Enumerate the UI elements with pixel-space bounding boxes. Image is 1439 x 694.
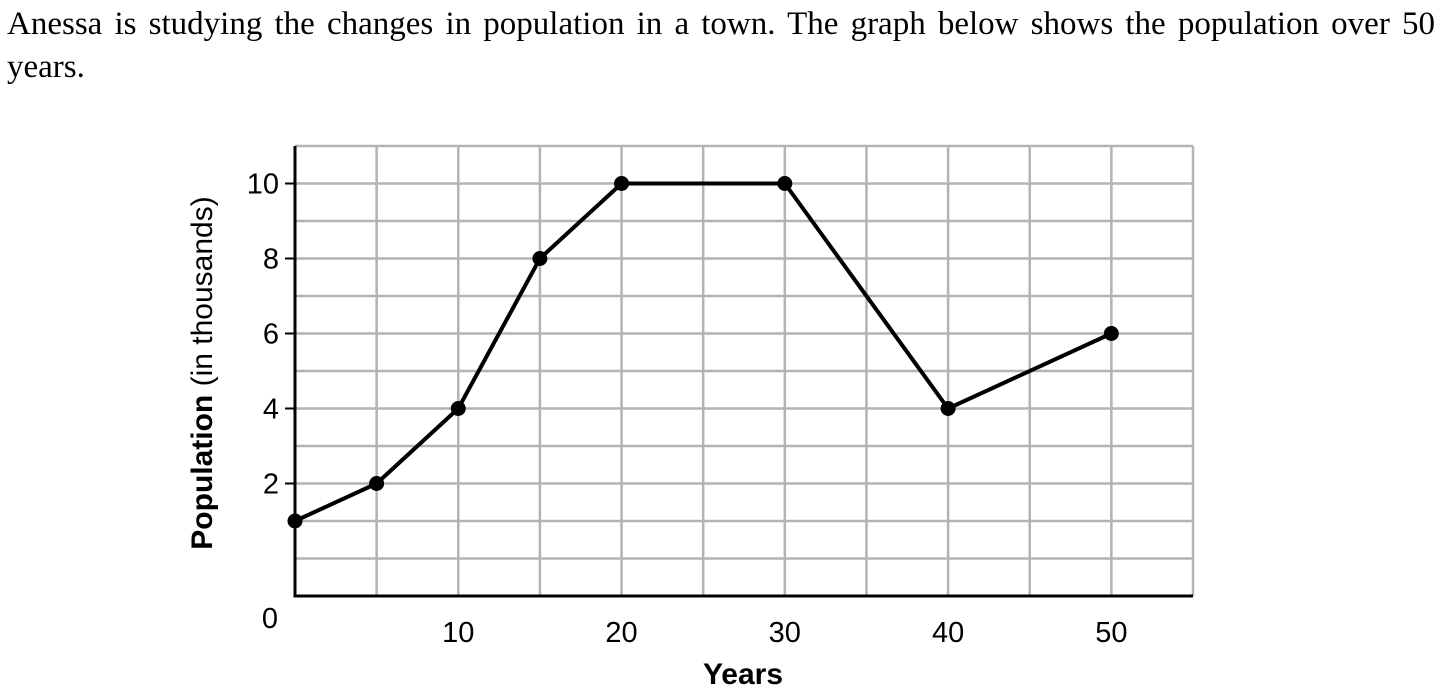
chart-grid [295, 144, 1195, 596]
y-axis-title: Population (in thousands) [186, 196, 219, 549]
y-axis-title-unit: (in thousands) [186, 196, 219, 394]
x-tick-label: 20 [605, 617, 637, 649]
y-tick-label: 4 [263, 394, 279, 426]
x-tick-label: 40 [932, 617, 964, 649]
data-point [777, 176, 793, 191]
y-axis-title-main: Population [186, 395, 219, 550]
y-tick-label: 8 [263, 244, 279, 276]
data-point [940, 401, 956, 416]
data-point [287, 513, 303, 529]
data-points [287, 176, 1119, 529]
x-axis-title: Years [703, 658, 783, 691]
x-tick-label: 50 [1095, 617, 1127, 649]
data-point [450, 401, 466, 416]
y-tick-label: 2 [263, 469, 279, 501]
x-tick-label: 10 [442, 617, 474, 649]
question-prompt: Anessa is studying the changes in popula… [7, 6, 1435, 85]
x-tick-label: 30 [769, 617, 801, 649]
population-series [294, 181, 1113, 523]
chart-ticks: 2 4 6 8 10 10 20 30 40 50 [247, 169, 1128, 650]
origin-label: 0 [262, 603, 278, 635]
data-point [369, 476, 385, 491]
data-point [1103, 326, 1119, 341]
data-point [532, 251, 548, 266]
data-point [614, 176, 630, 191]
y-tick-label: 10 [247, 169, 279, 201]
population-line [294, 181, 1113, 523]
y-tick-label: 6 [263, 319, 279, 351]
